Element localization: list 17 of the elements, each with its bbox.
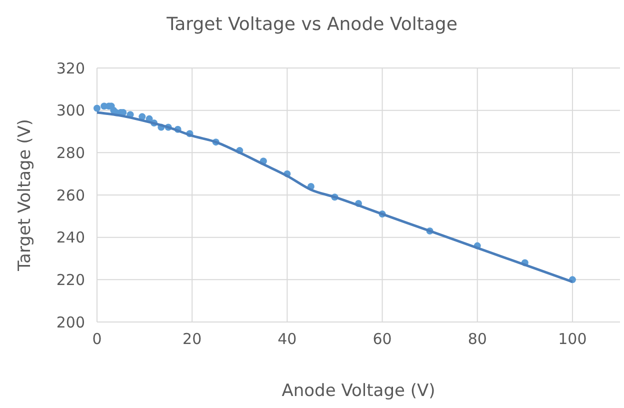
y-tick-label: 240: [56, 228, 85, 247]
y-tick-label: 280: [56, 144, 85, 162]
y-tick-label: 300: [56, 102, 85, 120]
x-tick-label: 100: [558, 330, 587, 348]
x-tick-label: 60: [372, 330, 392, 348]
point: [94, 104, 100, 112]
chart-title: Target Voltage vs Anode Voltage: [166, 14, 458, 35]
x-tick-label: 0: [92, 330, 102, 348]
y-tick-label: 200: [56, 313, 85, 332]
x-tick-label: 40: [278, 330, 297, 348]
y-tick-label: 260: [56, 186, 85, 204]
y-tick-label: 320: [56, 59, 85, 78]
x-axis-title: Anode Voltage (V): [282, 381, 436, 401]
x-tick-label: 80: [468, 330, 487, 348]
y-tick-label: 220: [56, 270, 85, 289]
y-axis-title: Target Voltage (V): [15, 118, 35, 272]
x-tick-label: 20: [182, 330, 202, 348]
